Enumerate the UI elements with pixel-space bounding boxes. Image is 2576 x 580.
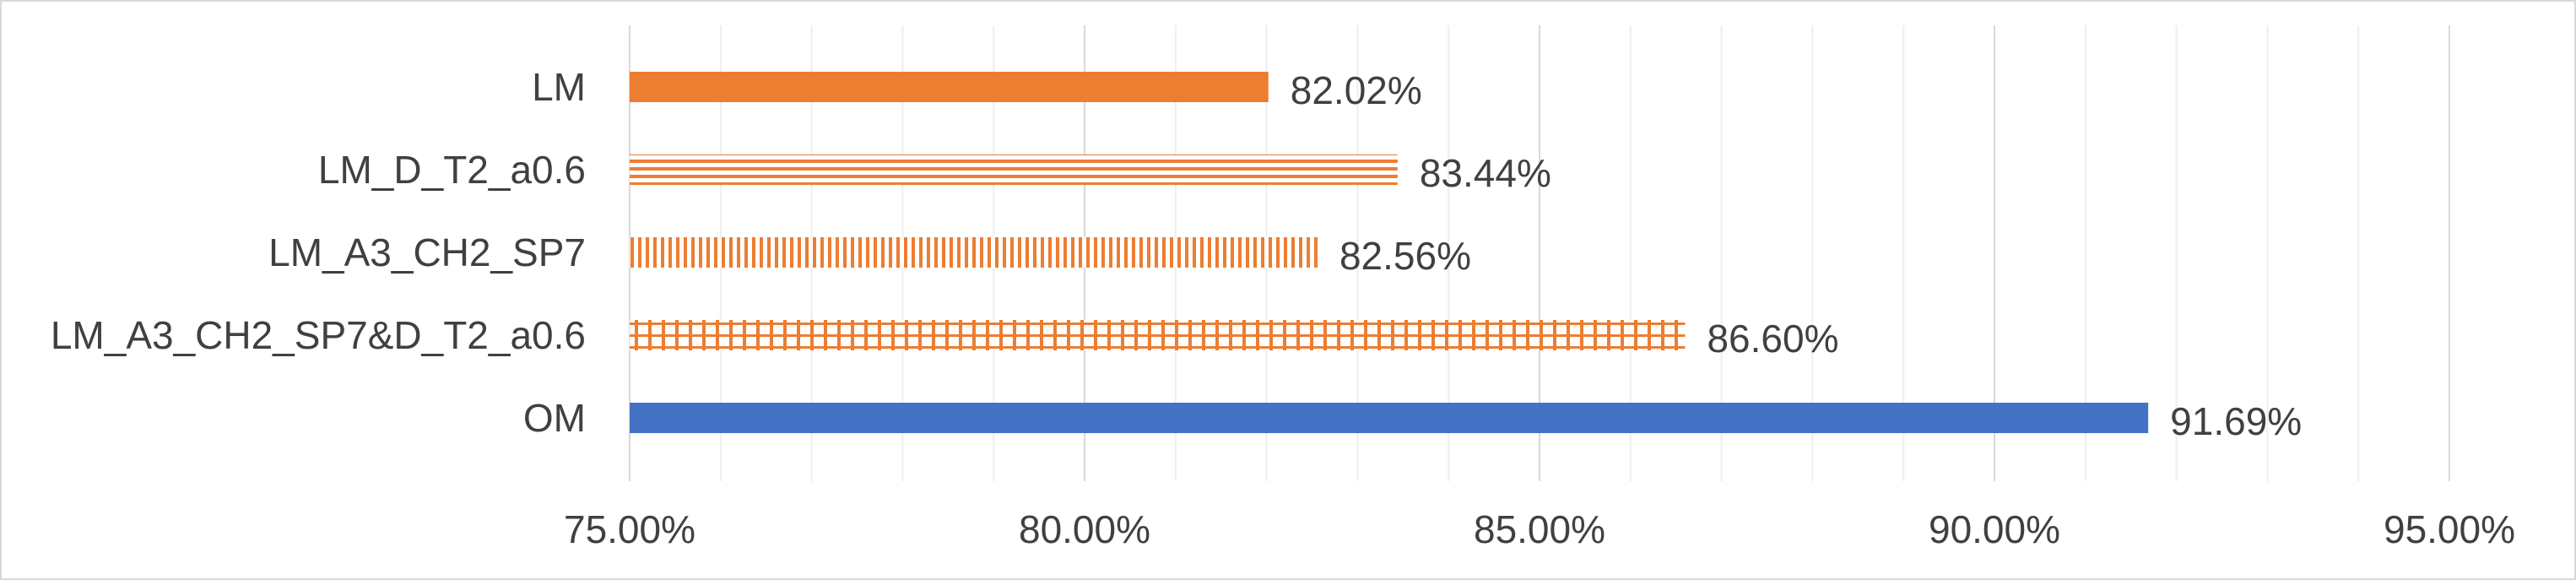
bar (630, 237, 1318, 268)
data-label: 86.60% (1707, 317, 1838, 360)
bars (630, 72, 2149, 433)
x-tick-label: 75.00% (564, 507, 695, 551)
category-label: LM_D_T2_a0.6 (318, 148, 586, 192)
x-tick-label: 90.00% (1929, 507, 2060, 551)
x-tick-label: 95.00% (2384, 507, 2515, 551)
category-label: LM_A3_CH2_SP7 (268, 230, 586, 274)
category-label: OM (523, 396, 586, 440)
data-label: 91.69% (2170, 399, 2302, 443)
data-label: 82.56% (1339, 234, 1471, 278)
data-label: 82.02% (1291, 68, 1422, 112)
bar (630, 72, 1269, 102)
bar (630, 320, 1686, 350)
labels: 75.00% 80.00% 85.00% 90.00% 95.00% LM 82.02% LM… (51, 65, 2515, 551)
data-label: 83.44% (1420, 151, 1551, 195)
bar (630, 154, 1398, 185)
category-label: LM_A3_CH2_SP7&D_T2_a0.6 (51, 313, 586, 357)
bar (630, 403, 2149, 433)
x-tick-label: 85.00% (1474, 507, 1605, 551)
category-label: LM (532, 65, 586, 109)
x-tick-label: 80.00% (1019, 507, 1150, 551)
